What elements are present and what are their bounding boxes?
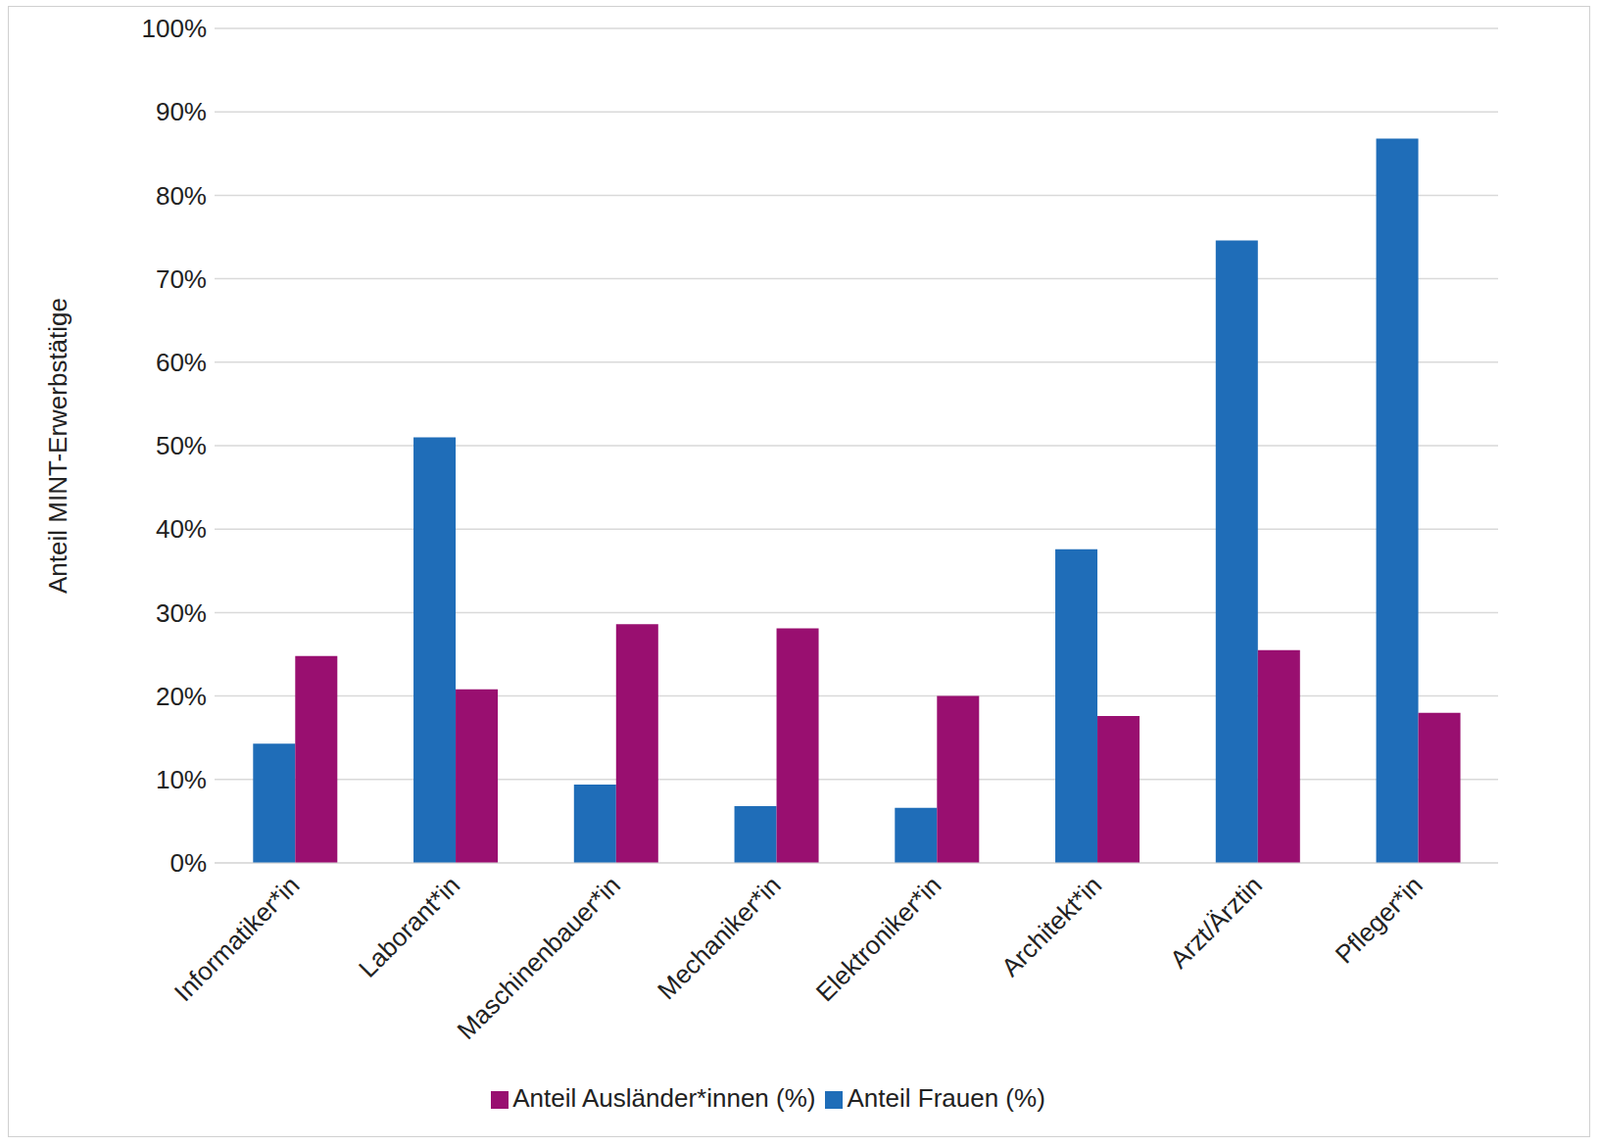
svg-text:80%: 80% [155,181,207,211]
svg-text:Informatiker*in: Informatiker*in [168,870,306,1008]
html-text:Anteil Frauen (%): Anteil Frauen (%) [847,1083,1046,1114]
svg-text:0%: 0% [169,848,207,878]
svg-text:90%: 90% [155,96,207,127]
svg-text:30%: 30% [155,598,207,629]
svg-text:40%: 40% [155,514,207,544]
svg-text:60%: 60% [155,347,207,378]
svg-text:Elektroniker*in: Elektroniker*in [810,870,948,1008]
svg-text:Maschinenbauer*in: Maschinenbauer*in [450,870,627,1046]
html-text:Anteil Ausländer*innen (%): Anteil Ausländer*innen (%) [512,1083,816,1114]
svg-text:70%: 70% [155,264,207,294]
svg-text:Arzt/Ärztin: Arzt/Ärztin [1163,870,1268,974]
svg-text:Mechaniker*in: Mechaniker*in [651,870,787,1006]
svg-text:Pfleger*in: Pfleger*in [1329,870,1429,970]
svg-text:50%: 50% [155,431,207,461]
svg-text:Architekt*in: Architekt*in [995,870,1108,982]
svg-text:Anteil MINT-Erwerbstätige: Anteil MINT-Erwerbstätige [43,297,73,594]
svg-text:10%: 10% [155,765,207,795]
svg-text:Laborant*in: Laborant*in [352,870,466,983]
svg-text:20%: 20% [155,681,207,712]
svg-text:100%: 100% [142,13,208,44]
